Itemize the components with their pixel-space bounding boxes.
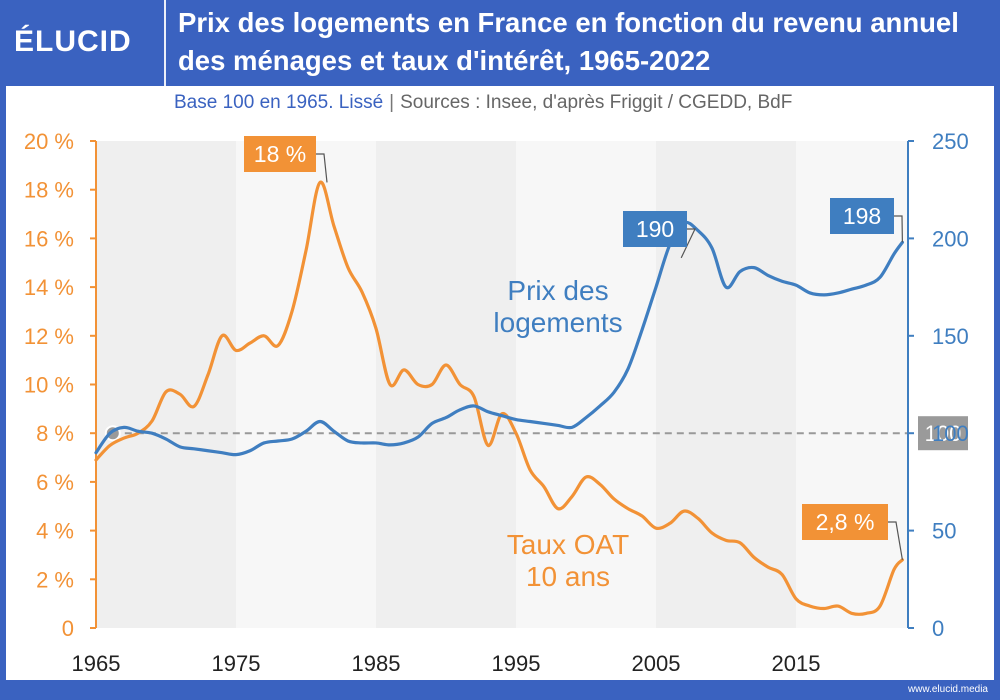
right-tick-label: 150 — [932, 324, 969, 349]
series-line-oat — [94, 180, 904, 616]
chart-title: Prix des logements en France en fonction… — [178, 7, 959, 76]
x-tick-label: 2015 — [772, 651, 821, 676]
callout-box — [623, 211, 687, 247]
right-tick-label: 50 — [932, 519, 956, 544]
callout-label: 198 — [843, 203, 881, 229]
left-tick-label: 20 % — [24, 129, 74, 154]
left-tick-label: 12 % — [24, 324, 74, 349]
right-tick-label: 0 — [932, 616, 944, 641]
left-tick-label: 4 % — [36, 519, 74, 544]
left-tick-label: 2 % — [36, 567, 74, 592]
decade-band — [376, 141, 516, 628]
callout-leader — [680, 228, 696, 259]
left-tick-label: 8 % — [36, 421, 74, 446]
subtitle-separator: | — [389, 92, 395, 113]
x-tick-label: 1995 — [492, 651, 541, 676]
callout-leader — [888, 521, 903, 560]
left-tick-label: 14 % — [24, 275, 74, 300]
reference-label: 100 — [925, 421, 962, 446]
x-tick-label: 2005 — [632, 651, 681, 676]
right-tick-label: 200 — [932, 226, 969, 251]
left-tick-label: 10 % — [24, 373, 74, 398]
x-tick-label: 1965 — [72, 651, 121, 676]
decade-band — [96, 141, 236, 628]
header: ÉLUCID Prix des logements en France en f… — [0, 0, 1000, 86]
callout-label: 18 % — [254, 141, 306, 167]
callout-box — [802, 504, 888, 540]
series-label: 10 ans — [526, 561, 610, 592]
footer-url[interactable]: www.elucid.media — [907, 684, 988, 695]
series-label: logements — [493, 307, 622, 338]
left-tick-label: 16 % — [24, 226, 74, 251]
x-tick-label: 1975 — [212, 651, 261, 676]
decade-bands — [96, 141, 908, 628]
left-tick-label: 0 — [62, 616, 74, 641]
callout-label: 190 — [636, 216, 674, 242]
callout-leader — [894, 215, 903, 243]
series-line-prix — [94, 220, 904, 457]
chart-sources: Sources : Insee, d'après Friggit / CGEDD… — [400, 92, 793, 113]
reference-badge — [918, 416, 968, 451]
subtitle-base: Base 100 en 1965. Lissé — [174, 92, 384, 113]
left-tick-label: 18 % — [24, 178, 74, 203]
callout-leader — [316, 153, 328, 183]
chart-subtitle: Base 100 en 1965. Lissé | Sources : Insee,… — [174, 92, 994, 114]
elucid-logo[interactable]: ÉLUCID — [14, 25, 132, 58]
series-label: Prix des — [507, 275, 608, 306]
left-tick-label: 6 % — [36, 470, 74, 495]
series-label: Taux OAT — [507, 529, 629, 560]
callout-box — [244, 136, 316, 172]
decade-band — [236, 141, 376, 628]
right-tick-label: 100 — [932, 421, 969, 446]
header-divider — [164, 0, 166, 86]
x-tick-label: 1985 — [352, 651, 401, 676]
right-tick-label: 250 — [932, 129, 969, 154]
callout-label: 2,8 % — [816, 509, 875, 535]
callout-box — [830, 198, 894, 234]
